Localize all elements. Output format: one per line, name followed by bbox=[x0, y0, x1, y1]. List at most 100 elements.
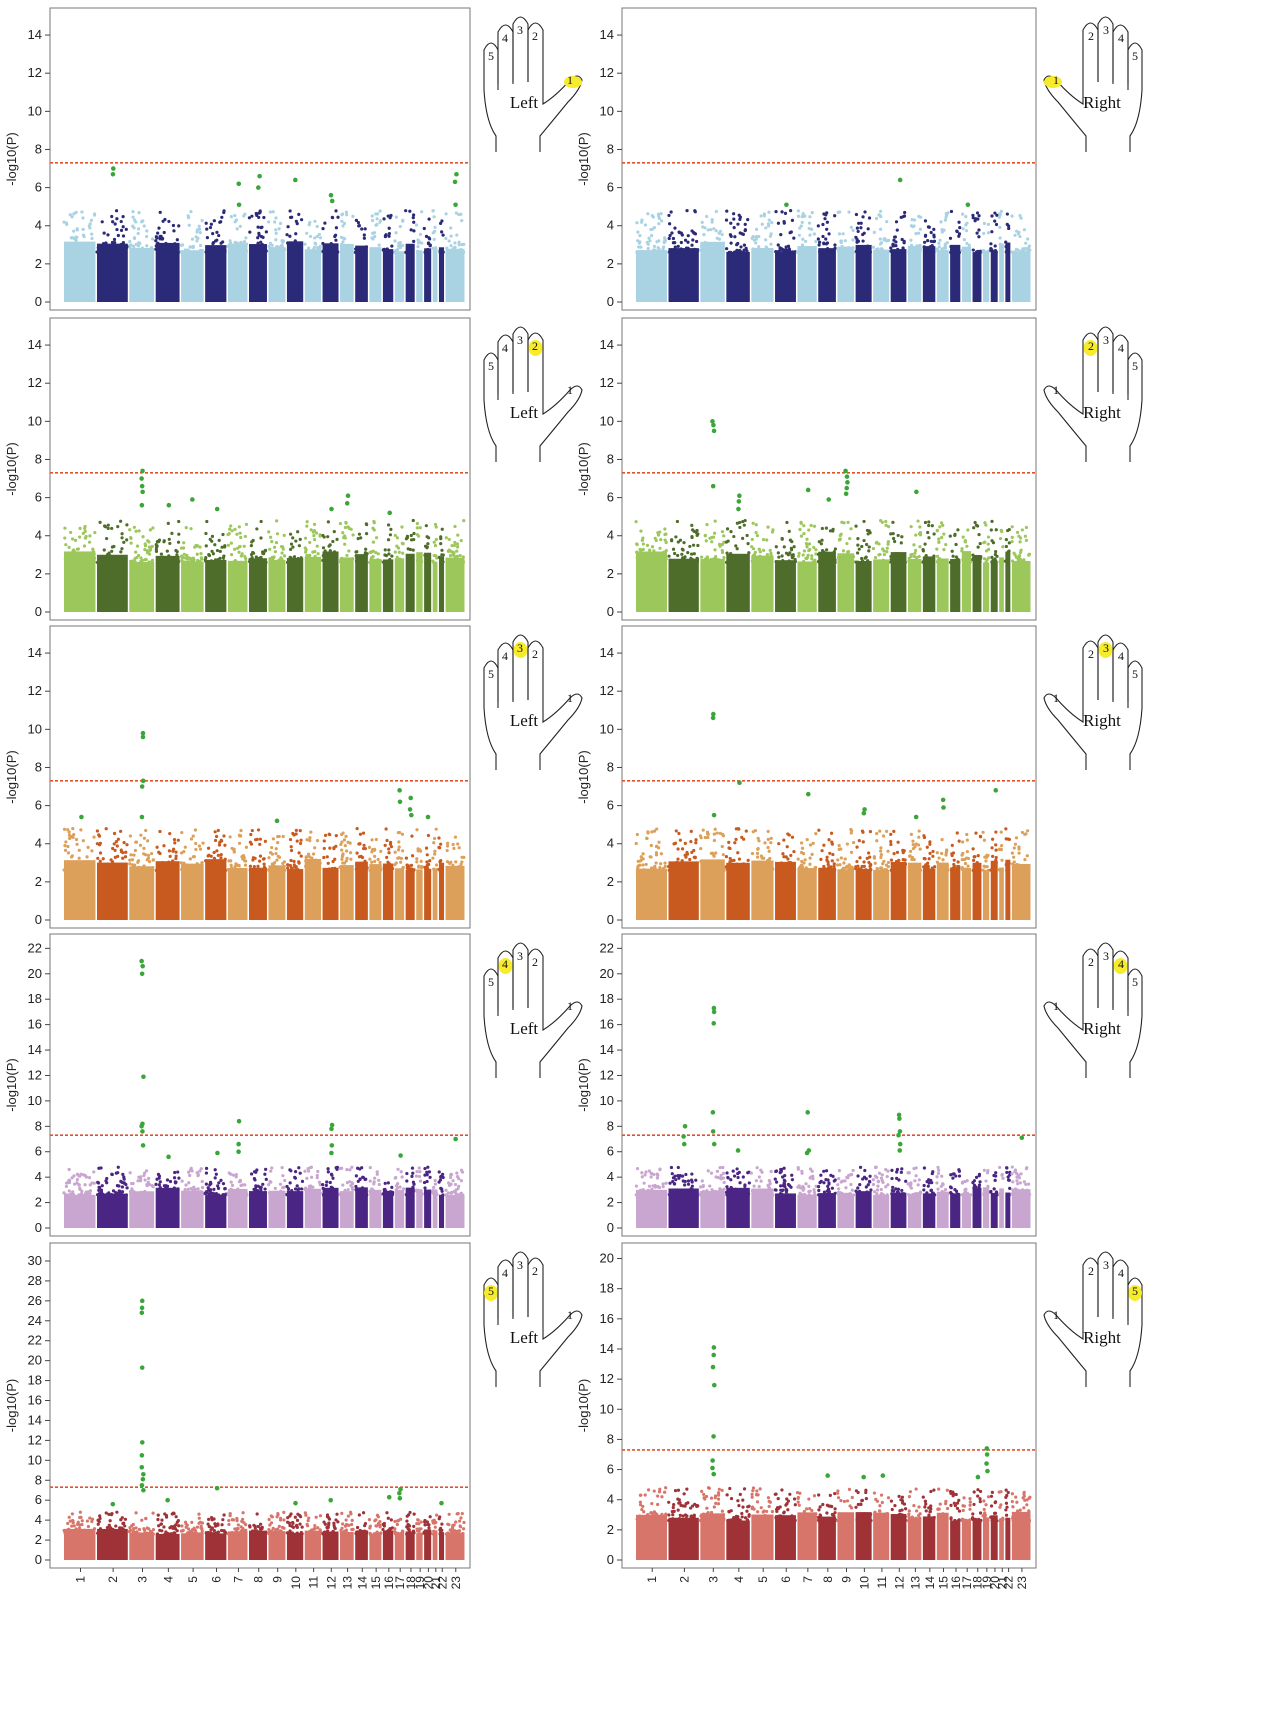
snp-point bbox=[458, 559, 462, 563]
snp-point bbox=[182, 541, 186, 545]
snp-point bbox=[1004, 240, 1008, 244]
snp-point bbox=[109, 1192, 114, 1197]
snp-point bbox=[972, 864, 976, 868]
snp-point bbox=[119, 519, 123, 523]
snp-point bbox=[927, 225, 931, 229]
snp-point bbox=[745, 867, 749, 871]
snp-point bbox=[111, 864, 115, 868]
finger-outline-3 bbox=[1097, 16, 1114, 82]
snp-point bbox=[848, 556, 852, 560]
significant-snp-point bbox=[110, 166, 116, 171]
snp-point bbox=[372, 521, 376, 525]
snp-point bbox=[682, 248, 686, 252]
snp-point bbox=[407, 864, 411, 868]
snp-point bbox=[278, 246, 282, 251]
snp-point bbox=[198, 1169, 202, 1173]
snp-point bbox=[291, 545, 295, 549]
snp-point bbox=[671, 547, 676, 551]
snp-point bbox=[209, 249, 213, 253]
snp-point bbox=[461, 555, 465, 559]
snp-point bbox=[728, 856, 732, 861]
snp-point bbox=[217, 1181, 221, 1185]
snp-point bbox=[281, 861, 285, 866]
snp-point bbox=[433, 522, 438, 527]
hand-side-label: Right bbox=[1083, 403, 1121, 422]
snp-point bbox=[267, 220, 271, 224]
snp-point bbox=[910, 217, 914, 222]
snp-point bbox=[417, 250, 422, 254]
y-tick-label: 12 bbox=[600, 65, 614, 80]
snp-point bbox=[298, 1171, 302, 1175]
snp-point bbox=[845, 842, 850, 846]
snp-point bbox=[200, 860, 204, 865]
snp-point bbox=[299, 556, 303, 560]
snp-point bbox=[197, 224, 201, 228]
snp-point bbox=[873, 559, 877, 563]
snp-point bbox=[400, 541, 404, 545]
snp-point bbox=[273, 220, 277, 224]
snp-point bbox=[121, 215, 125, 219]
snp-point bbox=[165, 549, 169, 553]
chromosome-block-18 bbox=[972, 862, 982, 920]
snp-point bbox=[889, 839, 893, 844]
snp-point bbox=[274, 238, 278, 242]
y-tick-label: 6 bbox=[607, 180, 614, 195]
snp-point bbox=[706, 868, 710, 872]
chromosome-block-23 bbox=[1011, 251, 1031, 302]
snp-point bbox=[328, 560, 332, 565]
snp-point bbox=[171, 557, 175, 561]
snp-point bbox=[820, 849, 824, 853]
snp-point bbox=[746, 541, 750, 546]
y-tick-label: 2 bbox=[35, 1195, 42, 1210]
snp-point bbox=[70, 537, 75, 541]
snp-point bbox=[759, 854, 764, 858]
snp-point bbox=[329, 242, 333, 246]
snp-point bbox=[112, 249, 116, 253]
snp-point bbox=[315, 544, 319, 548]
snp-point bbox=[453, 540, 457, 545]
snp-point bbox=[205, 236, 209, 240]
snp-point bbox=[954, 560, 958, 565]
snp-point bbox=[397, 840, 401, 844]
snp-point bbox=[234, 1172, 238, 1177]
snp-point bbox=[87, 224, 91, 228]
significant-snp-point bbox=[329, 1126, 334, 1132]
snp-point bbox=[242, 240, 247, 244]
snp-point bbox=[111, 1189, 116, 1193]
snp-point bbox=[976, 545, 980, 549]
snp-point bbox=[141, 250, 145, 254]
snp-point bbox=[258, 854, 263, 858]
snp-point bbox=[204, 531, 208, 536]
snp-point bbox=[258, 842, 262, 846]
snp-point bbox=[693, 232, 698, 236]
chromosome-block-10 bbox=[855, 868, 872, 920]
snp-point bbox=[342, 838, 347, 842]
snp-point bbox=[311, 530, 315, 534]
snp-point bbox=[948, 560, 953, 564]
snp-point bbox=[651, 554, 656, 558]
snp-point bbox=[228, 560, 232, 565]
chromosome-block-1 bbox=[64, 1194, 96, 1228]
snp-point bbox=[204, 859, 208, 863]
snp-point bbox=[838, 533, 842, 538]
snp-point bbox=[150, 851, 154, 856]
snp-point bbox=[204, 1171, 209, 1175]
snp-point bbox=[386, 865, 390, 869]
finger-highlight bbox=[564, 76, 582, 88]
snp-point bbox=[418, 232, 423, 236]
snp-point bbox=[639, 553, 643, 557]
snp-point bbox=[903, 210, 907, 215]
snp-point bbox=[710, 851, 715, 855]
snp-point bbox=[1014, 868, 1019, 872]
snp-point bbox=[808, 862, 812, 866]
snp-point bbox=[447, 548, 451, 552]
snp-point bbox=[193, 545, 197, 549]
snp-point bbox=[724, 560, 729, 565]
snp-point bbox=[714, 229, 718, 233]
chromosome-block-18 bbox=[405, 553, 415, 612]
snp-point bbox=[144, 1169, 149, 1173]
snp-point bbox=[875, 247, 879, 251]
snp-point bbox=[410, 1192, 414, 1196]
snp-point bbox=[187, 215, 191, 220]
snp-point bbox=[95, 560, 100, 565]
